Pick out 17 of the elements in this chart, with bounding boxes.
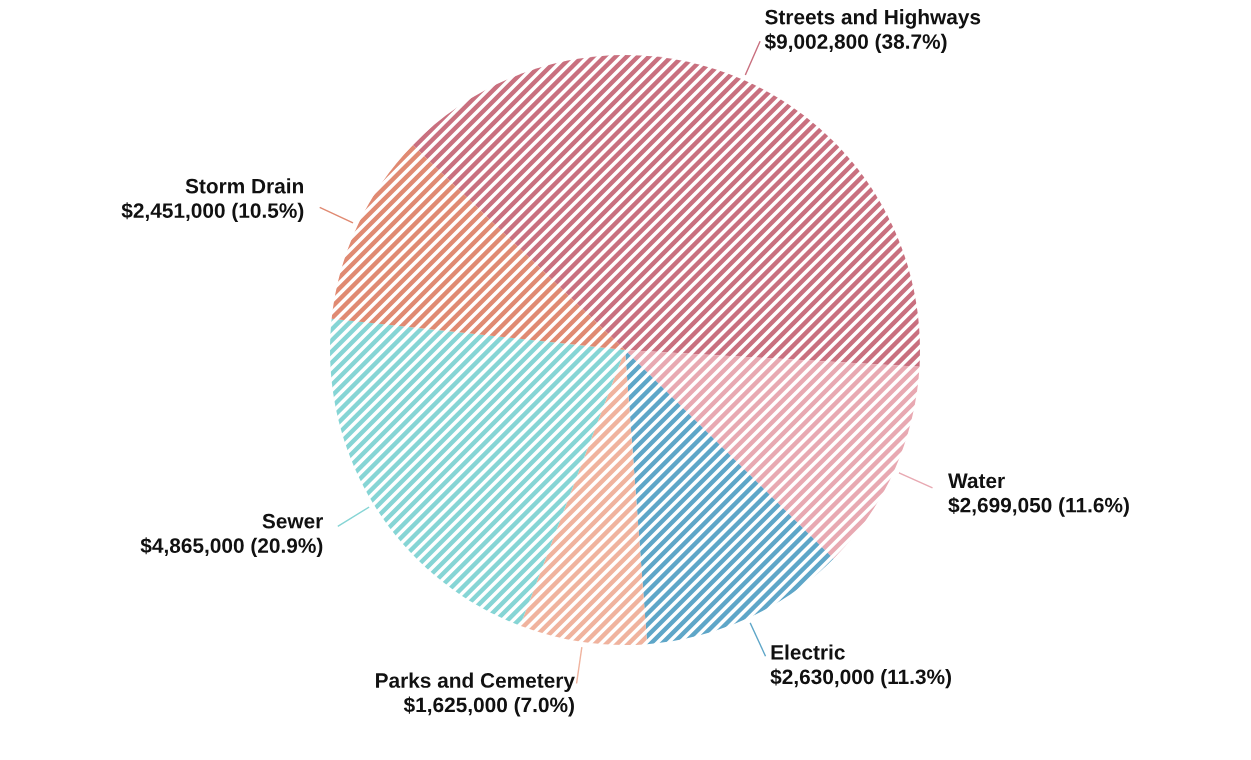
pie-slice: [412, 55, 920, 367]
pie-slice: [331, 145, 625, 350]
slice-label: Parks and Cemetery: [376, 672, 575, 692]
data-label: $4,865,000 (20.9%): [140, 537, 323, 558]
data-label: $2,451,000 (10.5%): [121, 202, 304, 223]
data-label: $9,002,800 (38.7%): [764, 33, 947, 54]
slice-label: Streets and Highways: [765, 9, 981, 29]
pie-slice: [625, 350, 834, 645]
pie-slice: [625, 350, 920, 559]
data-label: $2,699,050 (11.6%): [948, 496, 1129, 517]
slice-label: Water: [948, 473, 1005, 489]
pie-slice: [330, 318, 625, 626]
data-label: $1,625,000 (7.0%): [403, 696, 574, 717]
slice-label: Sewer: [262, 513, 323, 529]
slice-label: Electric: [771, 644, 845, 660]
slice-label: Storm Drain: [185, 178, 303, 194]
data-label: $2,630,000 (11.3%): [770, 668, 951, 689]
